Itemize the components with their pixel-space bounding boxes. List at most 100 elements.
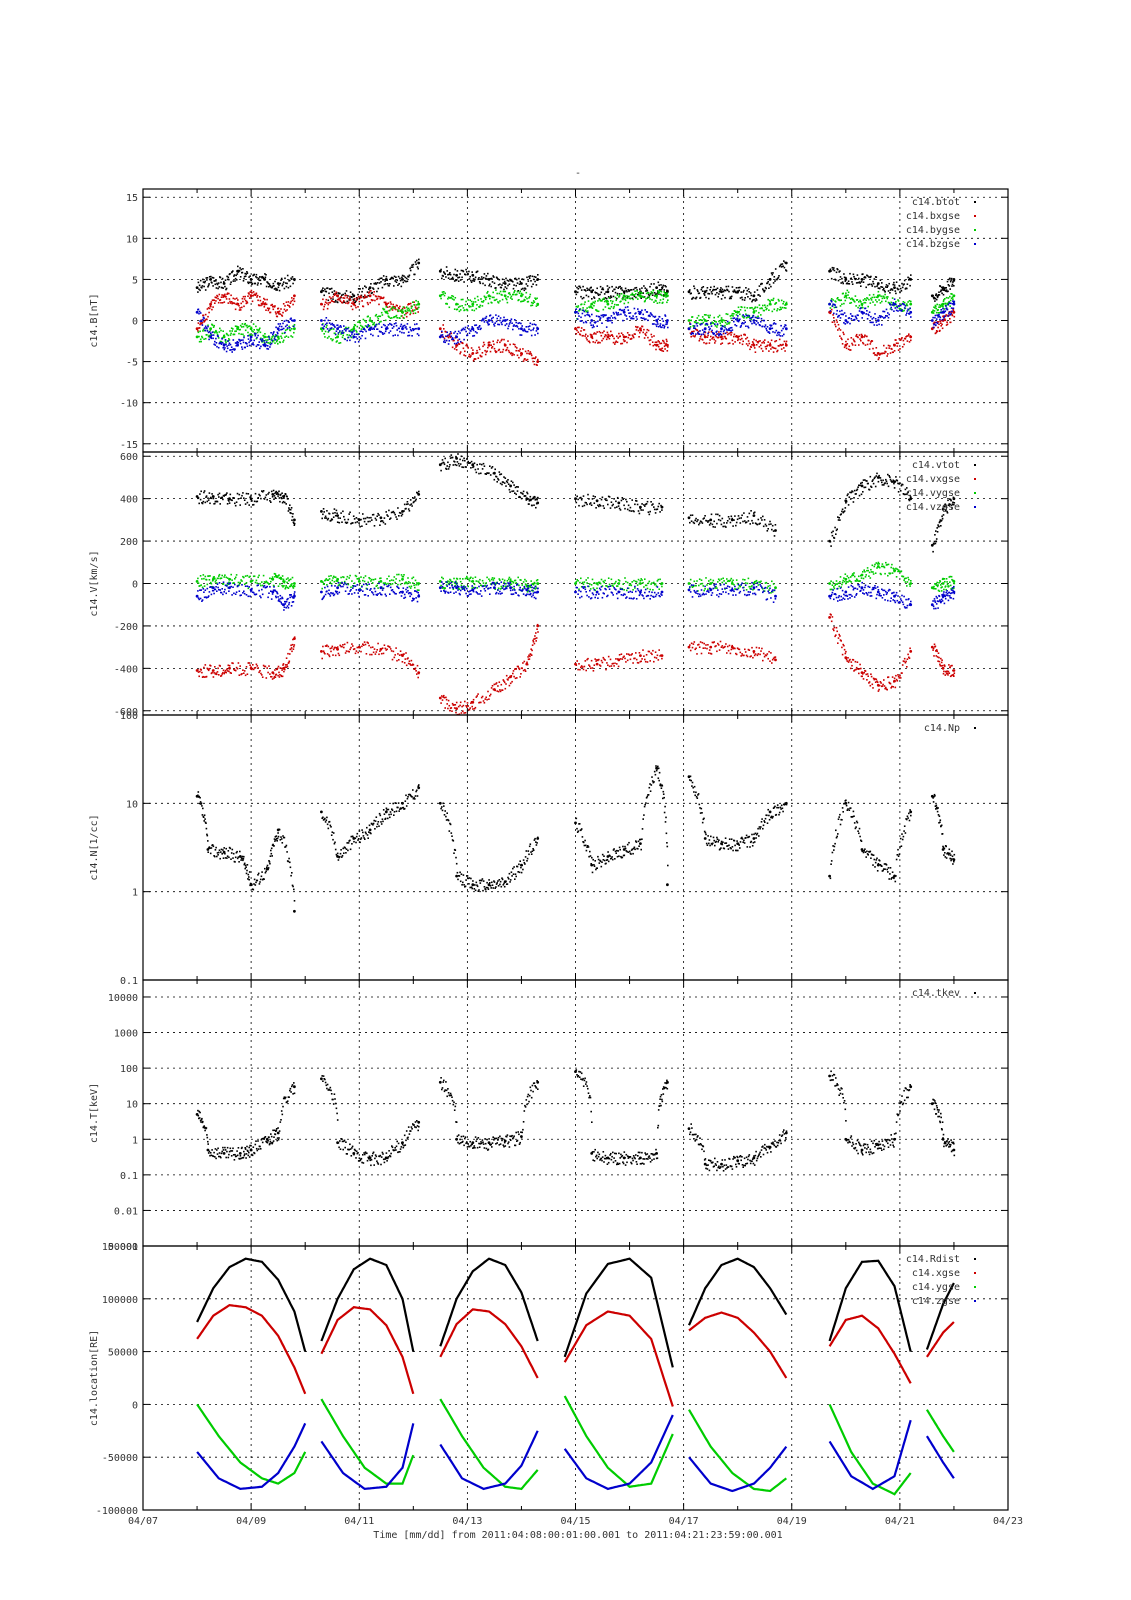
data-point <box>759 340 761 342</box>
data-point <box>909 310 913 314</box>
data-point <box>580 330 582 332</box>
data-point <box>874 318 877 320</box>
data-point <box>206 667 209 670</box>
data-point <box>394 307 396 310</box>
data-point <box>709 339 711 341</box>
data-point <box>263 340 266 342</box>
data-point <box>768 327 772 331</box>
data-point <box>199 330 201 333</box>
data-point <box>950 279 952 281</box>
data-point <box>234 298 236 300</box>
data-point <box>835 325 837 328</box>
data-point <box>384 278 388 281</box>
data-point <box>747 325 749 328</box>
data-point <box>499 300 501 302</box>
data-point <box>448 466 451 468</box>
data-point <box>784 302 788 306</box>
data-point <box>752 342 755 345</box>
data-point <box>649 285 651 288</box>
data-point <box>214 280 216 282</box>
data-point <box>200 340 202 343</box>
data-point <box>224 293 226 296</box>
data-point <box>459 309 462 311</box>
data-point <box>388 316 390 318</box>
data-point <box>728 329 731 332</box>
data-point <box>702 333 705 336</box>
data-point <box>602 316 605 318</box>
data-point <box>442 275 444 277</box>
data-point <box>942 514 945 516</box>
data-point <box>211 493 213 495</box>
data-point <box>384 310 386 313</box>
data-point <box>388 285 390 287</box>
data-point <box>201 322 203 325</box>
data-point <box>236 302 240 306</box>
data-point <box>605 301 608 303</box>
data-point <box>601 339 603 342</box>
data-point <box>353 648 356 650</box>
data-point <box>615 500 617 503</box>
data-point <box>244 346 246 349</box>
data-point <box>628 290 630 293</box>
data-point <box>219 299 222 301</box>
data-point <box>201 285 204 287</box>
data-point <box>736 290 740 294</box>
data-point <box>710 322 712 324</box>
data-point <box>414 261 417 263</box>
data-point <box>601 331 604 334</box>
data-point <box>832 299 834 301</box>
data-point <box>935 321 938 324</box>
data-point <box>214 331 216 334</box>
data-point <box>612 335 614 338</box>
data-point <box>246 501 249 504</box>
data-point <box>257 299 259 302</box>
data-point <box>248 281 251 284</box>
data-point <box>694 334 696 337</box>
data-point <box>872 482 875 485</box>
data-point <box>579 286 582 289</box>
data-point <box>703 294 706 296</box>
data-point <box>666 301 668 304</box>
data-point <box>897 349 900 351</box>
data-point <box>330 323 332 326</box>
data-point <box>345 290 348 292</box>
data-point <box>282 495 285 498</box>
data-point <box>266 298 268 301</box>
data-point <box>830 298 833 300</box>
data-point <box>228 664 231 667</box>
data-point <box>210 301 213 303</box>
data-point <box>783 347 785 349</box>
data-point <box>648 296 651 298</box>
data-point <box>414 323 416 326</box>
data-point <box>597 294 600 296</box>
data-point <box>665 342 667 345</box>
data-point <box>941 515 943 518</box>
data-point <box>329 288 332 290</box>
data-point <box>389 309 391 312</box>
data-point <box>530 329 532 332</box>
data-point <box>476 270 479 273</box>
data-point <box>409 312 412 314</box>
data-point <box>455 457 458 460</box>
data-point <box>715 513 717 516</box>
data-point <box>768 299 771 302</box>
data-point <box>385 305 388 307</box>
data-point <box>476 332 478 334</box>
data-point <box>246 272 249 274</box>
data-point <box>407 334 409 337</box>
data-point <box>322 298 324 301</box>
data-point <box>900 303 903 306</box>
data-point <box>770 285 772 288</box>
data-point <box>735 325 738 327</box>
data-point <box>389 518 391 520</box>
data-point <box>534 280 536 283</box>
data-point <box>505 480 508 482</box>
data-point <box>215 300 217 302</box>
data-point <box>837 297 839 299</box>
data-point <box>743 299 746 301</box>
data-point <box>497 301 499 303</box>
data-point <box>755 523 758 525</box>
data-point <box>488 323 490 326</box>
data-point <box>480 327 482 330</box>
data-point <box>653 283 655 285</box>
